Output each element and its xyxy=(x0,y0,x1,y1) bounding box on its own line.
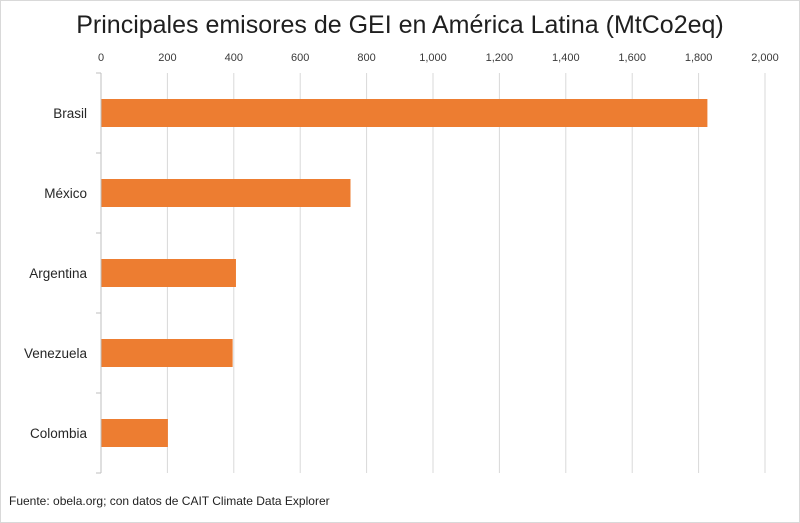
x-tick-label: 1,000 xyxy=(419,52,447,64)
bar xyxy=(101,179,351,207)
x-tick-label: 2,000 xyxy=(751,52,779,64)
x-tick-label: 600 xyxy=(291,52,309,64)
x-tick-label: 1,400 xyxy=(552,52,580,64)
category-label: Argentina xyxy=(29,266,87,281)
x-tick-label: 0 xyxy=(98,52,104,64)
category-label: Colombia xyxy=(30,426,88,441)
x-tick-label: 400 xyxy=(225,52,243,64)
x-tick-label: 1,800 xyxy=(685,52,713,64)
category-label: Brasil xyxy=(53,106,87,121)
category-label: México xyxy=(44,186,87,201)
bar xyxy=(101,99,708,127)
chart-title: Principales emisores de GEI en América L… xyxy=(76,11,724,39)
x-tick-label: 1,600 xyxy=(618,52,646,64)
x-tick-label: 1,200 xyxy=(486,52,514,64)
source-footnote: Fuente: obela.org; con datos de CAIT Cli… xyxy=(9,494,330,508)
bar xyxy=(101,259,236,287)
bar xyxy=(101,339,233,367)
category-label: Venezuela xyxy=(24,346,88,361)
x-tick-label: 200 xyxy=(158,52,176,64)
x-tick-label: 800 xyxy=(357,52,375,64)
bar xyxy=(101,419,168,447)
